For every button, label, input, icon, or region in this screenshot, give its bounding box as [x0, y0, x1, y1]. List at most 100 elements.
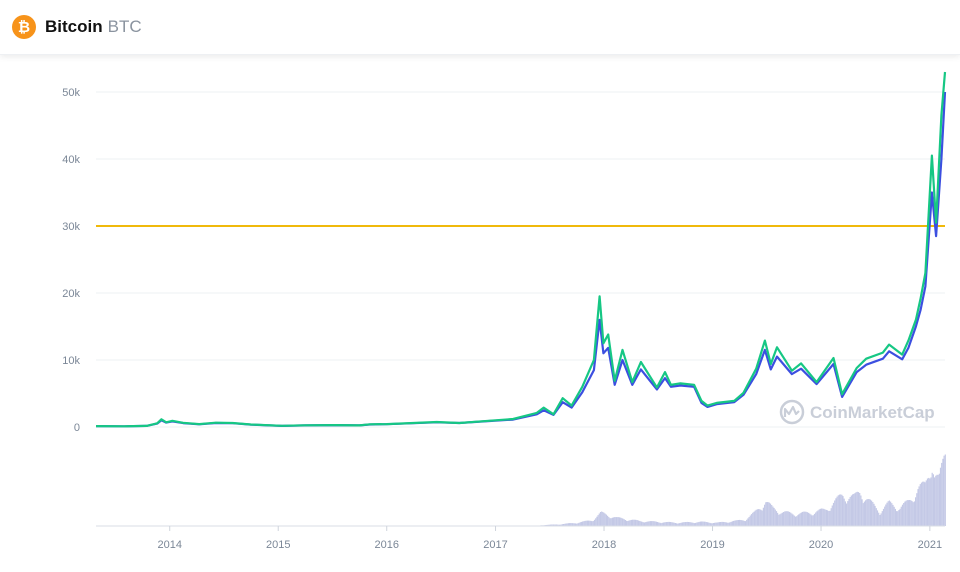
- volume-bar: [662, 522, 665, 526]
- volume-bar: [907, 500, 909, 526]
- volume-bar: [700, 521, 703, 526]
- volume-bar: [708, 522, 710, 526]
- volume-bar: [692, 522, 694, 526]
- volume-bar: [580, 521, 582, 526]
- volume-bar: [596, 516, 598, 526]
- volume-bar: [727, 522, 729, 526]
- volume-bar: [683, 522, 685, 526]
- volume-bar: [746, 519, 748, 526]
- volume-bar: [696, 522, 698, 526]
- volume-bar: [674, 523, 676, 526]
- volume-bar: [748, 517, 750, 526]
- volume-bar: [756, 509, 758, 526]
- volume-bar: [714, 522, 716, 526]
- volume-bar: [583, 521, 585, 526]
- y-tick-label: 40k: [62, 154, 80, 166]
- volume-bar: [779, 514, 781, 526]
- volume-bar: [811, 515, 813, 526]
- volume-bar: [924, 482, 926, 526]
- volume-bar: [896, 511, 898, 526]
- volume-bar: [761, 510, 763, 526]
- volume-bar: [711, 523, 713, 526]
- volume-bar: [648, 521, 650, 526]
- volume-bar: [654, 521, 656, 526]
- volume-bar: [565, 523, 567, 526]
- volume-bar: [733, 520, 735, 526]
- volume-bar: [607, 515, 609, 526]
- volume-bar: [816, 511, 818, 526]
- volume-bar: [721, 521, 723, 526]
- volume-bar: [570, 523, 572, 526]
- volume-bar: [548, 524, 550, 526]
- volume-bar: [590, 520, 592, 526]
- volume-bar: [916, 493, 918, 526]
- volume-bar: [892, 504, 894, 526]
- volume-bar: [672, 522, 674, 526]
- volume-bar: [876, 510, 879, 526]
- volume-bar: [554, 524, 556, 526]
- volume-bar: [677, 523, 679, 526]
- volume-bar: [744, 521, 747, 526]
- price-series[interactable]: [95, 71, 947, 428]
- volume-bar: [589, 520, 591, 526]
- volume-bar: [842, 496, 844, 526]
- volume-bar: [827, 510, 829, 526]
- volume-bar: [642, 522, 644, 526]
- volume-bar: [879, 515, 881, 526]
- volume-bar: [584, 520, 586, 526]
- volume-bar: [635, 519, 637, 526]
- volume-bar: [641, 521, 643, 526]
- volume-bar: [926, 478, 929, 526]
- volume-bar: [724, 522, 726, 526]
- volume-bar: [871, 500, 873, 526]
- volume-bar: [906, 500, 908, 526]
- volume-bar: [659, 522, 661, 526]
- volume-bar: [942, 458, 944, 526]
- volume-bar: [917, 489, 919, 526]
- watermark-icon-wave: [783, 405, 800, 417]
- volume-bar: [710, 523, 712, 526]
- volume-bar: [676, 523, 678, 526]
- volume-bar: [890, 501, 892, 526]
- volume-bar: [867, 499, 869, 526]
- volume-bar: [591, 521, 593, 526]
- volume-bar: [818, 509, 820, 526]
- volume-bar: [624, 520, 626, 526]
- coin-header: ₿ Bitcoin BTC: [0, 0, 960, 55]
- volume-bar: [856, 491, 858, 526]
- volume-bar: [617, 517, 619, 526]
- volume-bar: [621, 518, 623, 526]
- volume-bar: [930, 477, 932, 526]
- volume-bar: [932, 474, 934, 526]
- volume-bar: [660, 523, 662, 526]
- volume-bar: [798, 514, 800, 526]
- volume-bar: [802, 511, 804, 526]
- x-tick-label: 2019: [700, 539, 724, 551]
- volume-bar: [731, 521, 734, 526]
- volume-bar: [793, 515, 795, 526]
- volume-bar: [673, 522, 675, 526]
- volume-bar: [664, 522, 666, 526]
- volume-bar: [585, 520, 587, 526]
- volume-bar: [608, 517, 610, 526]
- volume-bar: [610, 518, 612, 526]
- volume-bar: [618, 517, 621, 526]
- volume-bar: [934, 477, 936, 526]
- volume-bar: [722, 521, 724, 526]
- volume-bar: [817, 510, 819, 526]
- volume-bar: [725, 522, 728, 526]
- grid-lines: [96, 91, 945, 428]
- x-tick-label: 2016: [374, 539, 398, 551]
- volume-bar: [552, 524, 554, 526]
- volume-bar: [646, 521, 648, 526]
- volume-bar: [899, 508, 901, 526]
- volume-bar: [734, 520, 736, 526]
- volume-bar: [918, 486, 920, 526]
- volume-bar: [852, 494, 854, 526]
- volume-bar: [803, 511, 805, 526]
- volume-bar: [768, 502, 770, 526]
- volume-bar: [855, 492, 857, 526]
- volume-bar: [881, 511, 883, 526]
